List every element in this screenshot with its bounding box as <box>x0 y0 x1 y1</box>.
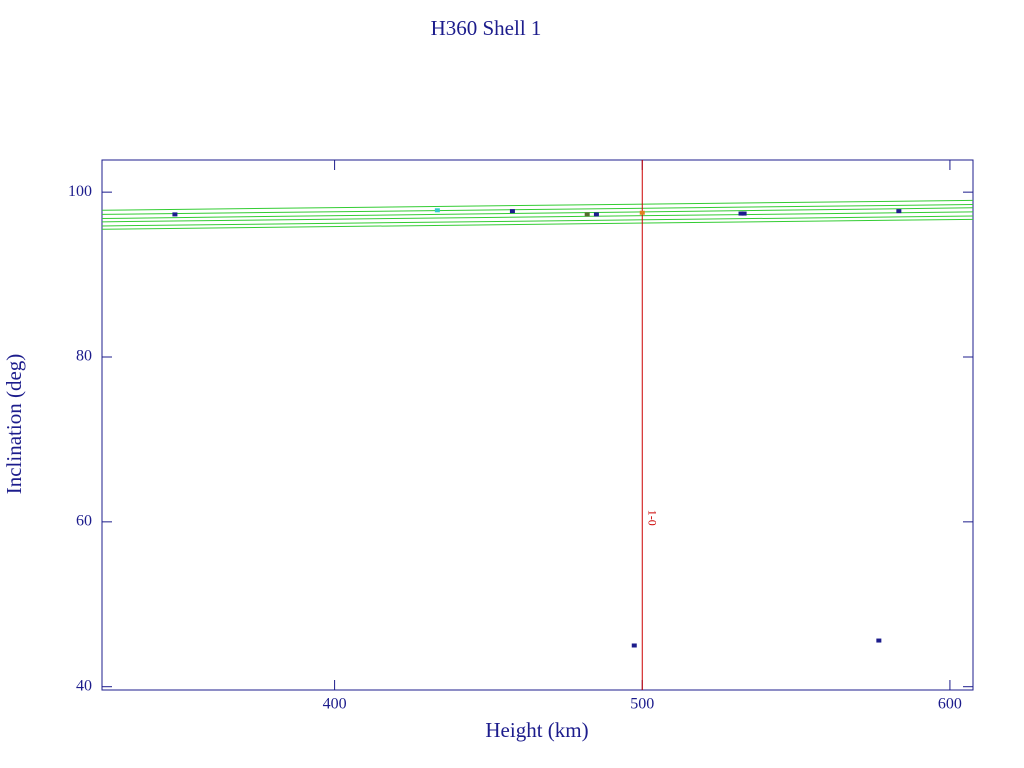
point <box>876 638 882 643</box>
x-tick-label: 600 <box>938 696 962 713</box>
reference-label: 1-0 <box>646 510 660 526</box>
x-tick-label: 400 <box>323 696 347 713</box>
chart-title: H360 Shell 1 <box>431 16 542 40</box>
band-line <box>102 211 973 223</box>
band-line <box>102 218 973 230</box>
y-tick-label: 60 <box>76 513 92 530</box>
band-line <box>102 207 973 220</box>
x-axis-label: Height (km) <box>485 718 588 742</box>
point <box>896 209 902 214</box>
point <box>741 211 747 216</box>
point <box>434 208 440 213</box>
point <box>631 643 637 648</box>
point <box>738 211 744 216</box>
y-tick-label: 80 <box>76 348 92 365</box>
y-tick-label: 40 <box>76 677 92 694</box>
band-line <box>102 199 973 211</box>
band-line <box>102 204 973 215</box>
point <box>584 212 590 217</box>
plot-frame <box>101 159 974 691</box>
band-line <box>102 215 973 227</box>
point <box>593 212 599 217</box>
y-axis-label: Inclination (deg) <box>2 354 26 495</box>
point <box>172 212 178 217</box>
point <box>639 210 645 215</box>
point <box>509 209 515 214</box>
y-tick-label: 100 <box>68 183 92 200</box>
x-tick-label: 500 <box>630 696 654 713</box>
